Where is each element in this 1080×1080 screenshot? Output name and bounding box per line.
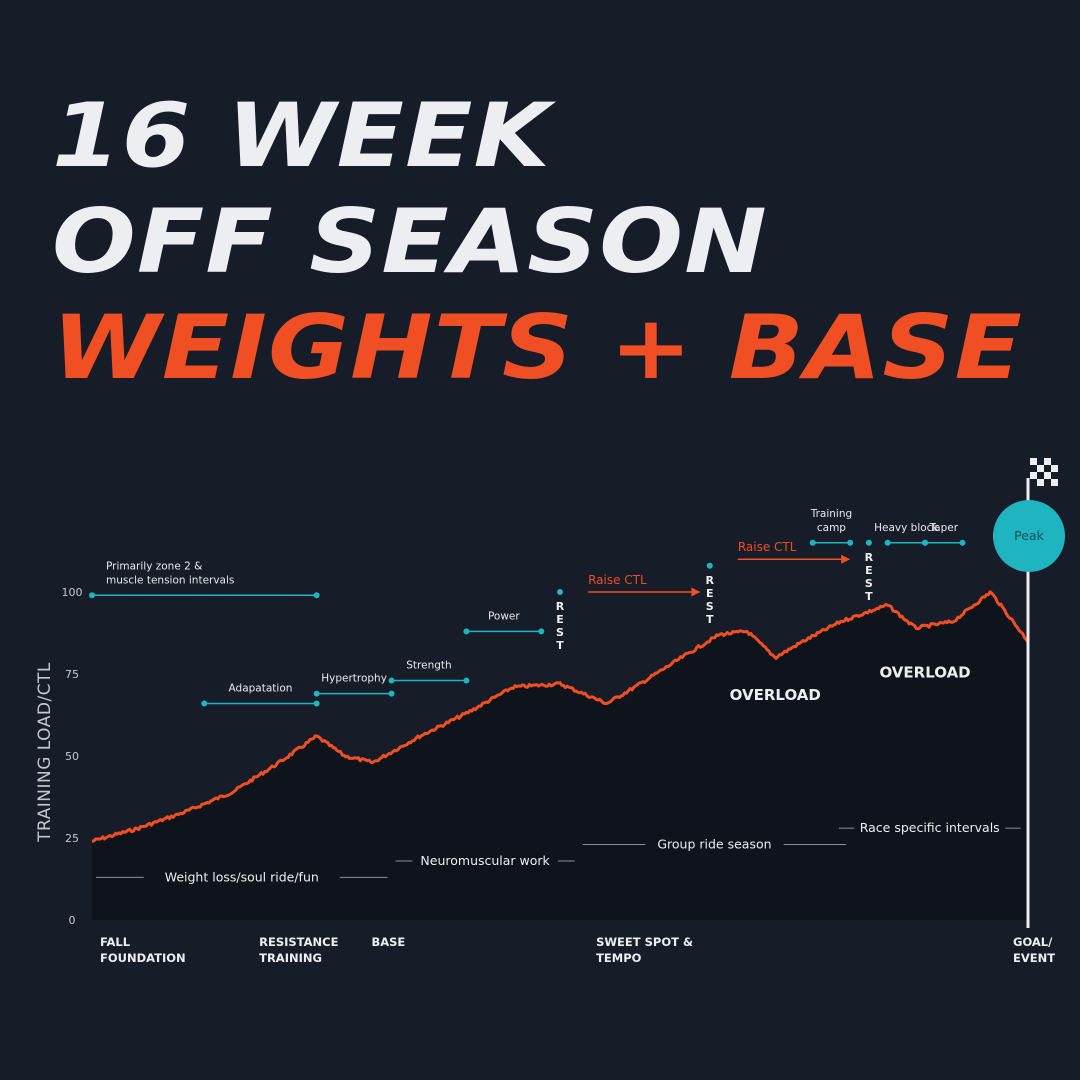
title-line-1: 16 WEEK bbox=[52, 84, 552, 187]
flag-square bbox=[1030, 479, 1037, 486]
phase-dot bbox=[538, 628, 545, 635]
rest-letter: R bbox=[865, 551, 874, 564]
rest-letter: S bbox=[706, 600, 714, 613]
phase-dot bbox=[809, 539, 816, 546]
phase-label: Power bbox=[488, 610, 520, 622]
phase-dot bbox=[463, 677, 470, 684]
phase-dot bbox=[388, 677, 395, 684]
phase-dot bbox=[313, 690, 320, 697]
phase-label: Taper bbox=[928, 522, 958, 534]
phase-dot bbox=[884, 539, 891, 546]
phase-dot bbox=[847, 539, 854, 546]
phase-dot bbox=[313, 592, 320, 599]
range-label: Group ride season bbox=[657, 837, 771, 852]
y-tick-label: 0 bbox=[69, 914, 76, 927]
x-category-label: TEMPO bbox=[596, 951, 642, 965]
flag-square bbox=[1030, 465, 1037, 472]
ctl-line bbox=[91, 590, 1030, 843]
rest-letter: E bbox=[556, 613, 564, 626]
x-category-label: RESISTANCE bbox=[259, 935, 338, 949]
phase-label: muscle tension intervals bbox=[106, 574, 234, 586]
phase-label: Hypertrophy bbox=[321, 673, 387, 685]
y-tick-label: 25 bbox=[65, 832, 79, 845]
title-line-2: OFF SEASON bbox=[52, 190, 768, 293]
ctl-area bbox=[92, 591, 1028, 920]
range-label: Race specific intervals bbox=[860, 820, 1000, 835]
x-category-label: FALL bbox=[100, 935, 131, 949]
x-category-label: SWEET SPOT & bbox=[596, 935, 693, 949]
y-tick-label: 100 bbox=[62, 586, 83, 599]
rest-letter: T bbox=[706, 613, 714, 626]
rest-letter: R bbox=[706, 574, 715, 587]
rest-dot bbox=[865, 539, 872, 546]
checkered-flag-icon bbox=[1030, 458, 1058, 486]
y-tick-label: 75 bbox=[65, 668, 79, 681]
y-axis-title: TRAINING LOAD/CTL bbox=[35, 662, 55, 843]
phase-label: Adapatation bbox=[229, 683, 293, 695]
rest-letter: E bbox=[865, 564, 873, 577]
flag-square bbox=[1037, 458, 1044, 465]
x-category-label: FOUNDATION bbox=[100, 951, 186, 965]
peak-label: Peak bbox=[1014, 528, 1044, 543]
overload-label: OVERLOAD bbox=[879, 663, 970, 681]
phase-dot bbox=[959, 539, 966, 546]
x-category-label: EVENT bbox=[1013, 951, 1055, 965]
rest-letter: E bbox=[706, 587, 714, 600]
rest-letter: S bbox=[865, 577, 873, 590]
phase-label: Heavy block bbox=[874, 522, 939, 534]
phase-dot bbox=[463, 628, 470, 635]
peak-marker bbox=[993, 500, 1065, 572]
title-line-3: WEIGHTS + BASE bbox=[52, 296, 1023, 399]
phase-label: Primarily zone 2 & bbox=[106, 560, 202, 572]
rest-dot bbox=[706, 562, 713, 569]
overload-label: OVERLOAD bbox=[730, 686, 821, 704]
arrow-head-icon bbox=[841, 554, 851, 564]
range-label: Neuromuscular work bbox=[420, 853, 550, 868]
x-category-label: GOAL/ bbox=[1013, 935, 1053, 949]
arrow-head-icon bbox=[691, 587, 701, 597]
phase-dot bbox=[89, 592, 95, 599]
flag-square bbox=[1044, 479, 1051, 486]
y-tick-label: 50 bbox=[65, 750, 79, 763]
raise-ctl-label: Raise CTL bbox=[588, 573, 647, 587]
phase-dot bbox=[922, 539, 929, 546]
phase-label: Training bbox=[810, 508, 852, 520]
rest-letter: T bbox=[865, 590, 873, 603]
flag-square bbox=[1051, 458, 1058, 465]
flag-square bbox=[1044, 465, 1051, 472]
rest-dot bbox=[557, 589, 563, 595]
phase-dot bbox=[388, 690, 395, 697]
rest-letter: T bbox=[556, 639, 564, 652]
range-label: Weight loss/soul ride/fun bbox=[165, 869, 319, 884]
phase-label: camp bbox=[817, 522, 846, 534]
flag-square bbox=[1051, 472, 1058, 479]
phase-label: Strength bbox=[406, 660, 451, 672]
phase-dot bbox=[201, 700, 208, 707]
phase-dot bbox=[313, 700, 320, 707]
x-category-label: BASE bbox=[371, 935, 405, 949]
rest-letter: R bbox=[556, 600, 565, 613]
rest-letter: S bbox=[556, 626, 564, 639]
flag-square bbox=[1037, 472, 1044, 479]
x-category-label: TRAINING bbox=[259, 951, 322, 965]
raise-ctl-label: Raise CTL bbox=[738, 540, 797, 554]
